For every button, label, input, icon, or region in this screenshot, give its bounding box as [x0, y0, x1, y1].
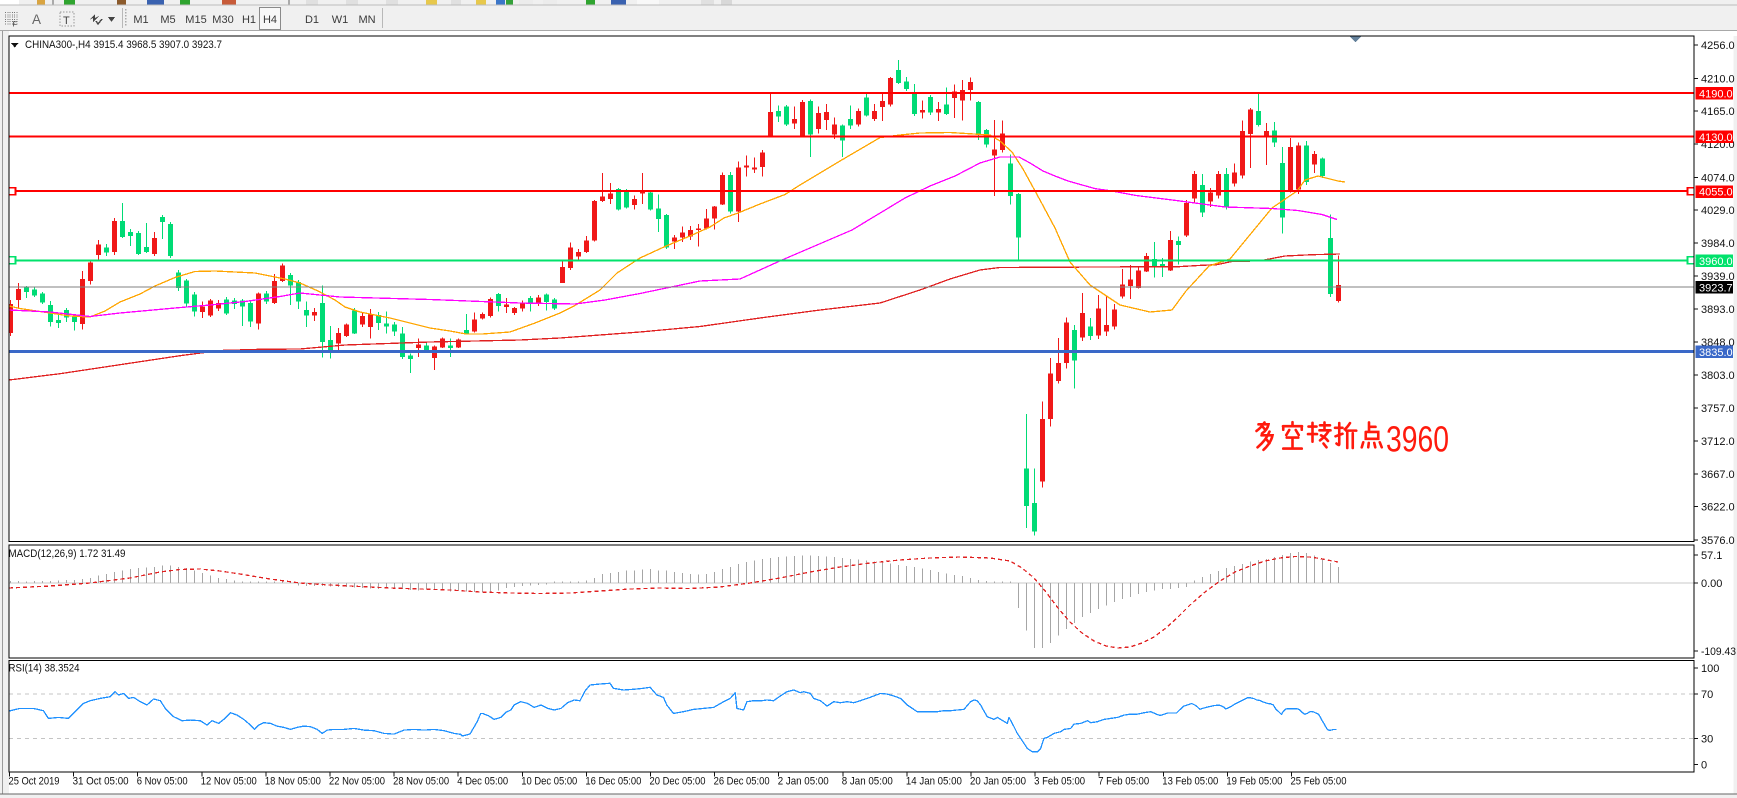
svg-text:18 Nov 05:00: 18 Nov 05:00: [265, 776, 321, 788]
svg-text:M1: M1: [133, 14, 148, 26]
svg-text:3 Feb 05:00: 3 Feb 05:00: [1034, 776, 1085, 788]
svg-text:0.00: 0.00: [1701, 578, 1722, 590]
svg-text:12 Nov 05:00: 12 Nov 05:00: [201, 776, 257, 788]
svg-text:3667.0: 3667.0: [1701, 469, 1735, 481]
svg-text:3712.0: 3712.0: [1701, 436, 1735, 448]
svg-text:3576.0: 3576.0: [1701, 535, 1735, 547]
svg-text:3984.0: 3984.0: [1701, 238, 1735, 250]
svg-text:10 Dec 05:00: 10 Dec 05:00: [521, 776, 577, 788]
svg-text:3803.0: 3803.0: [1701, 370, 1735, 382]
svg-text:22 Nov 05:00: 22 Nov 05:00: [329, 776, 385, 788]
svg-text:25 Feb 05:00: 25 Feb 05:00: [1291, 776, 1347, 788]
svg-text:4130.0: 4130.0: [1699, 132, 1733, 144]
svg-text:4190.0: 4190.0: [1699, 88, 1733, 100]
svg-text:3893.0: 3893.0: [1701, 304, 1735, 316]
svg-text:3960: 3960: [1386, 419, 1449, 460]
svg-text:14 Jan 05:00: 14 Jan 05:00: [906, 776, 962, 788]
svg-text:3939.0: 3939.0: [1701, 271, 1735, 283]
svg-text:20 Jan 05:00: 20 Jan 05:00: [970, 776, 1026, 788]
svg-text:3923.7: 3923.7: [1699, 282, 1733, 294]
svg-text:F: F: [13, 20, 18, 29]
svg-text:4165.0: 4165.0: [1701, 106, 1735, 118]
svg-text:57.1: 57.1: [1701, 550, 1722, 562]
svg-text:RSI(14) 38.3524: RSI(14) 38.3524: [9, 663, 80, 675]
svg-text:4256.0: 4256.0: [1701, 40, 1735, 52]
svg-text:26 Dec 05:00: 26 Dec 05:00: [714, 776, 770, 788]
svg-text:7 Feb 05:00: 7 Feb 05:00: [1098, 776, 1149, 788]
svg-text:MACD(12,26,9) 1.72 31.49: MACD(12,26,9) 1.72 31.49: [9, 548, 126, 560]
svg-text:W1: W1: [332, 14, 349, 26]
svg-text:28 Nov 05:00: 28 Nov 05:00: [393, 776, 449, 788]
svg-text:M15: M15: [185, 14, 206, 26]
svg-text:70: 70: [1701, 689, 1713, 701]
svg-text:30: 30: [1701, 734, 1713, 746]
svg-text:31 Oct 05:00: 31 Oct 05:00: [73, 776, 129, 788]
svg-text:M5: M5: [160, 14, 175, 26]
svg-text:D1: D1: [305, 14, 319, 26]
svg-text:3835.0: 3835.0: [1699, 347, 1733, 359]
svg-text:T: T: [63, 15, 70, 27]
svg-text:2 Jan 05:00: 2 Jan 05:00: [778, 776, 829, 788]
svg-text:H1: H1: [242, 14, 256, 26]
svg-text:20 Dec 05:00: 20 Dec 05:00: [650, 776, 706, 788]
svg-text:MN: MN: [358, 14, 375, 26]
svg-text:3960.0: 3960.0: [1699, 256, 1733, 268]
svg-text:25 Oct 2019: 25 Oct 2019: [9, 776, 60, 788]
svg-text:13 Feb 05:00: 13 Feb 05:00: [1162, 776, 1218, 788]
svg-text:8 Jan 05:00: 8 Jan 05:00: [842, 776, 893, 788]
svg-text:0: 0: [1701, 760, 1707, 772]
svg-text:H4: H4: [263, 14, 277, 26]
svg-text:4210.0: 4210.0: [1701, 74, 1735, 86]
svg-text:4074.0: 4074.0: [1701, 173, 1735, 185]
svg-text:3757.0: 3757.0: [1701, 403, 1735, 415]
svg-text:6 Nov 05:00: 6 Nov 05:00: [137, 776, 188, 788]
svg-text:A: A: [32, 12, 41, 27]
svg-text:4055.0: 4055.0: [1699, 187, 1733, 199]
svg-text:M30: M30: [212, 14, 233, 26]
svg-text:4029.0: 4029.0: [1701, 205, 1735, 217]
svg-text:3622.0: 3622.0: [1701, 502, 1735, 514]
svg-text:16 Dec 05:00: 16 Dec 05:00: [585, 776, 641, 788]
svg-text:-109.43: -109.43: [1701, 646, 1736, 658]
svg-text:100: 100: [1701, 663, 1719, 675]
svg-text:CHINA300-,H4 3915.4 3968.5 39: CHINA300-,H4 3915.4 3968.5 3907.0 3923.7: [25, 39, 222, 51]
svg-text:4 Dec 05:00: 4 Dec 05:00: [457, 776, 508, 788]
svg-text:19 Feb 05:00: 19 Feb 05:00: [1226, 776, 1282, 788]
